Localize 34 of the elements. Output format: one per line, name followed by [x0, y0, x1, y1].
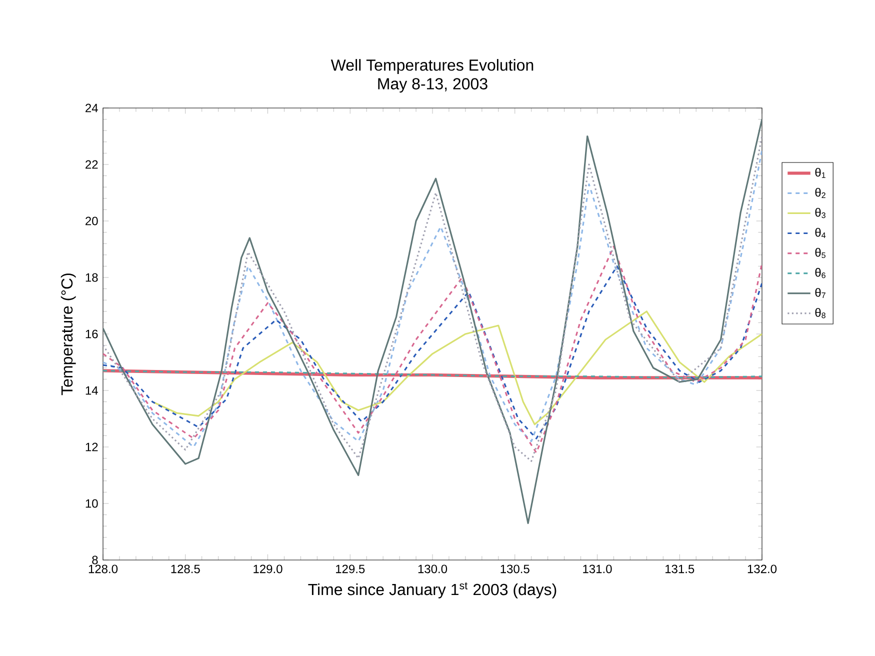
y-tick-label: 16 — [86, 330, 98, 338]
y-axis-title: Temperature (°C) — [60, 274, 76, 396]
x-tick-label: 131.5 — [666, 564, 694, 574]
y-tick-label: 18 — [86, 273, 98, 282]
y-tick-label: 20 — [86, 216, 98, 226]
y-tick-label: 12 — [86, 442, 98, 452]
x-tick-label: 129.0 — [254, 564, 282, 574]
x-tick-label: 130.0 — [418, 564, 448, 574]
line-series — [103, 118, 762, 524]
x-tick-label: 132.0 — [748, 564, 777, 574]
x-axis-title: Time since January 1$^{st}$ 2003 (days) — [308, 582, 556, 598]
line-series — [103, 246, 762, 454]
x-tick-label: 130.5 — [500, 564, 530, 574]
legend-label: θ$_{3}$ — [815, 208, 826, 218]
legend-label: θ$_{5}$ — [815, 248, 826, 258]
legend-label: θ$_{7}$ — [815, 288, 826, 298]
y-tick-label: 10 — [86, 499, 98, 508]
y-tick-label: 14 — [86, 386, 98, 395]
chart-subtitle: May 8-13, 2003 — [378, 78, 488, 93]
line-series — [152, 310, 762, 426]
legend-label: θ$_{4}$ — [815, 228, 826, 238]
x-tick-label: 128.5 — [171, 564, 200, 574]
legend-label: θ$_{8}$ — [815, 308, 826, 318]
x-tick-label: 129.5 — [336, 564, 365, 574]
y-tick-label: 8 — [92, 556, 98, 564]
chart-title: Well Temperatures Evolution — [330, 59, 534, 74]
y-tick-label: 22 — [86, 160, 98, 169]
legend-label: θ$_{1}$ — [815, 168, 826, 178]
legend-label: θ$_{6}$ — [815, 268, 826, 278]
y-tick-label: 24 — [86, 104, 98, 112]
x-tick-label: 131.0 — [583, 564, 612, 574]
x-tick-label: 128.0 — [88, 564, 118, 574]
legend-label: θ$_{2}$ — [815, 188, 826, 198]
line-series — [103, 265, 762, 440]
